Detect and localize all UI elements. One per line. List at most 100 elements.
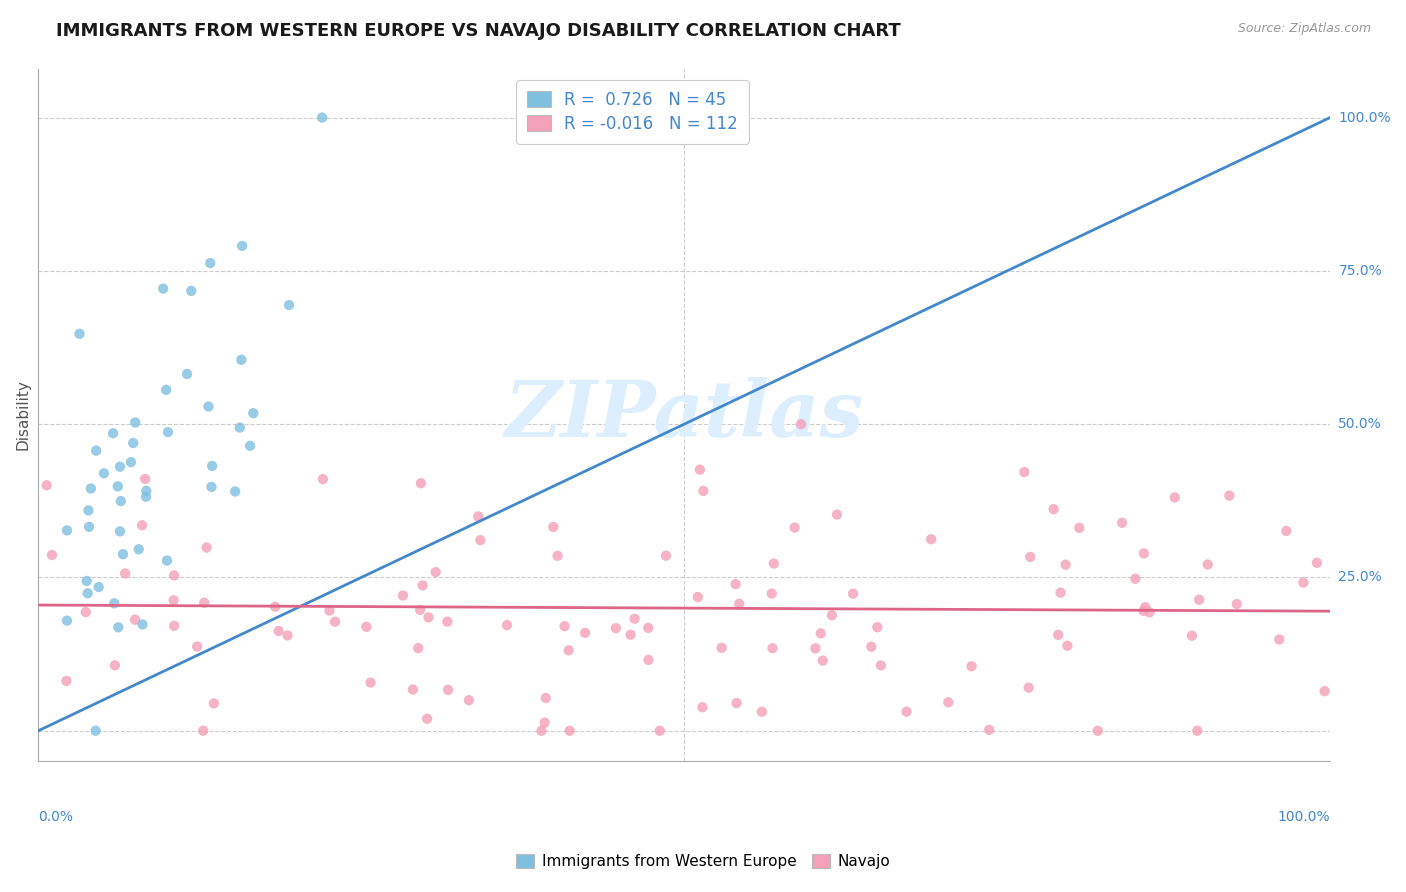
Point <box>312 472 335 486</box>
Point <box>163 619 186 633</box>
Point <box>195 541 218 555</box>
Point <box>623 612 645 626</box>
Point <box>242 406 264 420</box>
Point <box>392 589 415 603</box>
Legend: R =  0.726   N = 45, R = -0.016   N = 112: R = 0.726 N = 45, R = -0.016 N = 112 <box>516 80 748 144</box>
Point <box>425 565 447 579</box>
Text: Source: ZipAtlas.com: Source: ZipAtlas.com <box>1237 22 1371 36</box>
Point <box>1054 558 1077 572</box>
Point <box>1111 516 1133 530</box>
Point <box>80 482 103 496</box>
Legend: Immigrants from Western Europe, Navajo: Immigrants from Western Europe, Navajo <box>509 848 897 875</box>
Point <box>239 439 262 453</box>
Point <box>436 615 458 629</box>
Point <box>790 417 813 432</box>
Point <box>557 643 579 657</box>
Point <box>135 490 157 504</box>
Point <box>318 603 340 617</box>
Point <box>278 298 301 312</box>
Point <box>103 596 125 610</box>
Point <box>201 458 224 473</box>
Point <box>1139 605 1161 619</box>
Point <box>176 367 198 381</box>
Point <box>93 467 115 481</box>
Point <box>1049 585 1071 599</box>
Point <box>825 508 848 522</box>
Point <box>416 712 439 726</box>
Point <box>41 548 63 562</box>
Point <box>689 462 711 476</box>
Point <box>224 484 246 499</box>
Point <box>107 620 129 634</box>
Point <box>156 553 179 567</box>
Point <box>533 715 555 730</box>
Point <box>920 533 942 547</box>
Point <box>155 383 177 397</box>
Point <box>1135 600 1157 615</box>
Point <box>896 705 918 719</box>
Point <box>637 653 659 667</box>
Point <box>264 599 287 614</box>
Point <box>134 472 156 486</box>
Point <box>75 605 97 619</box>
Point <box>180 284 202 298</box>
Point <box>156 425 179 439</box>
Point <box>1047 628 1070 642</box>
Point <box>710 640 733 655</box>
Point <box>76 574 98 588</box>
Point <box>1069 521 1091 535</box>
Point <box>804 641 827 656</box>
Point <box>122 436 145 450</box>
Point <box>84 723 107 738</box>
Point <box>108 459 131 474</box>
Point <box>131 518 153 533</box>
Point <box>725 696 748 710</box>
Point <box>323 615 346 629</box>
Point <box>761 586 783 600</box>
Point <box>163 568 186 582</box>
Point <box>200 256 222 270</box>
Point <box>655 549 678 563</box>
Point <box>724 577 747 591</box>
Point <box>163 593 186 607</box>
Point <box>186 640 208 654</box>
Point <box>409 603 432 617</box>
Point <box>110 494 132 508</box>
Point <box>200 480 222 494</box>
Point <box>406 641 429 656</box>
Point <box>619 628 641 642</box>
Point <box>231 239 253 253</box>
Point <box>360 675 382 690</box>
Point <box>637 621 659 635</box>
Point <box>574 625 596 640</box>
Point <box>101 426 124 441</box>
Y-axis label: Disability: Disability <box>15 379 30 450</box>
Point <box>1292 575 1315 590</box>
Point <box>1218 489 1240 503</box>
Point <box>108 524 131 539</box>
Text: 25.0%: 25.0% <box>1339 571 1382 584</box>
Point <box>231 352 253 367</box>
Point <box>728 597 751 611</box>
Point <box>311 111 333 125</box>
Text: 0.0%: 0.0% <box>38 810 73 824</box>
Point <box>1181 629 1204 643</box>
Point <box>1275 524 1298 538</box>
Point <box>547 549 569 563</box>
Point <box>55 673 77 688</box>
Text: 100.0%: 100.0% <box>1339 111 1391 125</box>
Point <box>402 682 425 697</box>
Point <box>202 697 225 711</box>
Point <box>558 723 581 738</box>
Point <box>1042 502 1064 516</box>
Point <box>69 326 91 341</box>
Point <box>811 654 834 668</box>
Point <box>960 659 983 673</box>
Point <box>534 691 557 706</box>
Point <box>751 705 773 719</box>
Point <box>77 503 100 517</box>
Point <box>1133 546 1156 560</box>
Point <box>1226 597 1249 611</box>
Point <box>197 400 219 414</box>
Point <box>193 596 215 610</box>
